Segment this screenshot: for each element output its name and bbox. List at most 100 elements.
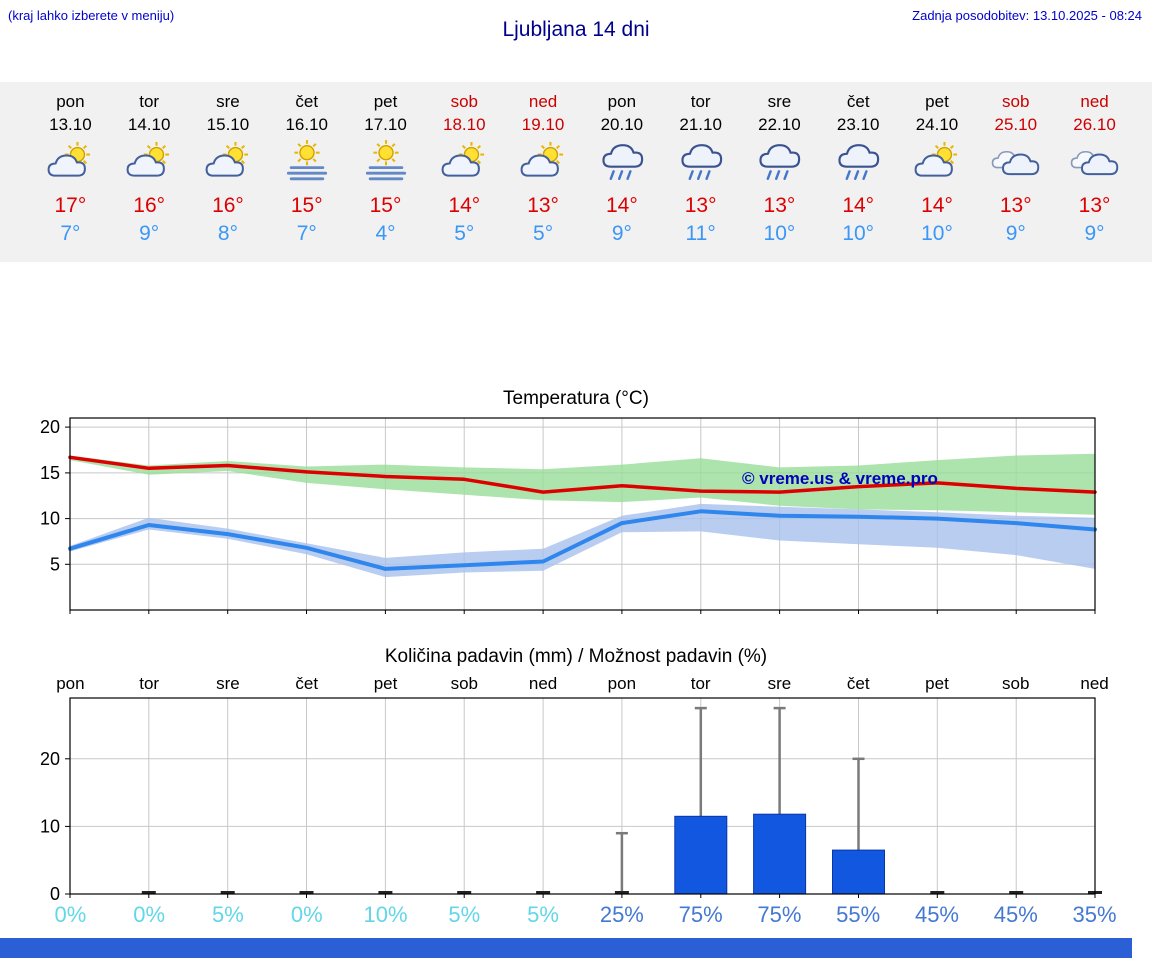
partly-sunny-icon [126,141,170,177]
low-temp-label: 9° [611,222,632,245]
high-temp-label: 15° [369,194,402,217]
precip-trace-tick [378,891,393,894]
day-date-label: 13.10 [49,115,92,134]
day-name-label: pon [607,92,637,111]
day-icon-wrap [504,140,583,188]
precip-probability-label: 5% [527,902,559,927]
svg-text:10: 10 [40,509,60,529]
precipitation-chart-title: Količina padavin (mm) / Možnost padavin … [384,646,768,667]
precip-probability-label: 5% [448,902,481,927]
precip-day-label: sob [450,674,478,693]
day-date-label: 15.10 [206,115,250,134]
precip-day-label: tor [139,674,160,693]
precip-bar [753,813,807,895]
partly-sunny-icon [47,141,91,177]
svg-text:15: 15 [40,463,60,483]
forecast-day-column: tor 21.10 13° 11° [661,92,740,246]
low-temp-label: 5° [533,222,554,245]
day-name-label: tor [139,92,160,111]
forecast-day-column: tor 14.10 16° 9° [110,92,189,246]
precip-day-label: tor [690,674,711,693]
day-name-label: pet [373,92,398,111]
day-name-label: pet [925,92,949,111]
day-date-label: 14.10 [127,115,171,134]
forecast-day-column: pon 13.10 17° 7° [31,92,110,246]
high-temp-label: 13° [999,194,1032,217]
day-date-label: 23.10 [836,115,880,134]
sun-fog-icon [365,140,406,181]
precip-probability-label: 45% [914,902,959,927]
day-name-label: čet [846,92,870,111]
low-temp-label: 9° [1005,222,1026,245]
day-name-label: ned [1080,92,1109,111]
forecast-day-column: čet 23.10 14° 10° [819,92,898,246]
precip-probability-label: 5% [212,902,244,927]
svg-text:5: 5 [50,554,60,574]
forecast-day-column: sob 25.10 13° 9° [976,92,1055,246]
day-name-label: sre [767,92,792,111]
cloudy-icon [1070,150,1118,176]
forecast-day-column: sob 18.10 14° 5° [425,92,504,246]
precip-trace-tick [930,891,945,894]
cloudy-icon [991,150,1040,176]
precip-probability-label: 0% [54,902,87,927]
precip-day-label: sre [767,674,792,693]
forecast-day-column: ned 19.10 13° 5° [504,92,583,246]
high-temp-label: 14° [921,194,953,217]
day-date-label: 17.10 [364,115,407,134]
day-date-label: 16.10 [285,115,328,134]
day-name-label: sob [1002,92,1030,111]
low-temp-label: 9° [139,222,160,245]
precip-probability-label: 75% [757,902,802,927]
footer-bar [0,938,1132,958]
precip-probability-label: 75% [678,902,723,927]
precip-probability-label: 0% [133,902,166,927]
topbar: (kraj lahko izberete v meniju) Ljubljana… [0,0,1152,54]
high-temp-label: 16° [133,194,166,217]
day-icon-wrap [346,140,425,188]
partly-sunny-icon [205,141,249,177]
day-icon-wrap [582,140,661,188]
precip-probability-label: 10% [363,902,408,927]
high-temp-label: 13° [763,194,796,217]
temperature-chart-title: Temperatura (°C) [503,388,649,409]
high-temp-label: 13° [684,194,717,217]
forecast-day-column: čet 16.10 15° 7° [267,92,346,246]
low-temp-label: 7° [296,222,317,245]
precip-trace-tick [299,891,314,894]
precip-day-label: pon [607,674,637,693]
high-temp-label: 16° [212,194,244,217]
precip-trace-tick [536,891,551,894]
day-icon-wrap [267,140,346,188]
forecast-day-column: ned 26.10 13° 9° [1055,92,1134,246]
precip-day-label: čet [846,674,870,693]
day-date-label: 22.10 [758,115,801,134]
last-update-text: Zadnja posodobitev: 13.10.2025 - 08:24 [912,8,1142,23]
day-date-label: 18.10 [443,115,486,134]
day-name-label: pon [56,92,85,111]
precip-day-label: ned [528,674,558,693]
high-temp-label: 13° [1078,194,1111,217]
forecast-day-row: pon 13.10 17° 7° tor 14.10 16° 9° sre 15.10 16° 8° č… [31,92,1134,246]
day-date-label: 24.10 [915,115,959,134]
forecast-day-column: pon 20.10 14° 9° [582,92,661,246]
min-temp-line [68,509,1097,571]
precip-probability-row: 0% 0% 5% 0% 10% 5% 5% 25% 75% 75% 55% 45% 45% 35% [31,902,1134,928]
precip-day-label: čet [295,674,319,693]
rain-icon [602,144,644,181]
partly-sunny-icon [520,141,564,177]
precip-probability-label: 35% [1072,902,1117,927]
temperature-section: Temperatura (°C) 5 10 15 20 © vreme.us & vre… [0,388,1152,614]
forecast-day-column: pet 24.10 14° 10° [898,92,977,246]
day-icon-wrap [740,140,819,188]
watermark-text: © vreme.us & vreme.pro [742,469,938,488]
day-name-label: čet [295,92,319,111]
precip-trace-tick [141,891,156,894]
temperature-chart: 5 10 15 20 © vreme.us & vreme.pro [40,417,1097,614]
precipitation-section: Količina padavin (mm) / Možnost padavin … [0,646,1152,928]
partly-sunny-icon [441,141,485,177]
precip-bar [674,815,728,895]
day-name-label: ned [528,92,558,111]
day-name-label: tor [690,92,711,111]
